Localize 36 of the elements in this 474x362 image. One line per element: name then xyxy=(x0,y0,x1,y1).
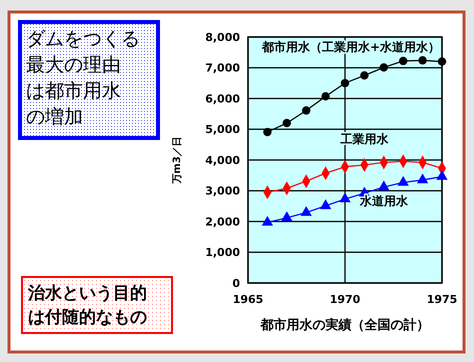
point xyxy=(416,173,428,184)
x-tick-label: 1975 xyxy=(426,293,458,306)
point xyxy=(380,63,388,72)
y-tick-label: 7,000 xyxy=(205,62,240,75)
point xyxy=(262,216,274,226)
point xyxy=(302,106,310,115)
point xyxy=(378,180,390,190)
y-tick-label: 4,000 xyxy=(205,154,240,167)
y-tick-label: 6,000 xyxy=(205,92,240,106)
point xyxy=(398,176,409,186)
y-tick-label: 3,000 xyxy=(205,184,240,198)
point xyxy=(418,56,427,65)
point xyxy=(320,199,332,210)
y-axis-title: 万m3／日 xyxy=(172,136,183,185)
point xyxy=(321,92,330,101)
point xyxy=(281,211,292,222)
point xyxy=(399,56,408,66)
x-axis-title: 都市用水の実績（全国の計） xyxy=(260,317,430,333)
point xyxy=(339,192,351,202)
y-tick-label: 5,000 xyxy=(205,123,240,136)
y-tick-label: 1,000 xyxy=(205,246,240,260)
point xyxy=(438,57,446,66)
point xyxy=(360,71,369,80)
x-tick-label: 1965 xyxy=(232,293,264,306)
series-label: 水道用水 xyxy=(358,194,409,208)
text: 治水という目的は付随的なもの xyxy=(27,283,147,328)
point xyxy=(436,170,448,180)
y-tick-label: 8,000 xyxy=(205,30,240,44)
point xyxy=(282,118,291,128)
point xyxy=(340,78,350,88)
text: ダムをつくる最大の理由は都市用水の増加 xyxy=(26,28,140,128)
x-tick-label: 1970 xyxy=(330,293,361,306)
y-tick-label: 0 xyxy=(232,276,240,290)
point xyxy=(263,128,272,136)
point xyxy=(300,206,312,216)
y-tick-label: 2,000 xyxy=(205,215,240,228)
